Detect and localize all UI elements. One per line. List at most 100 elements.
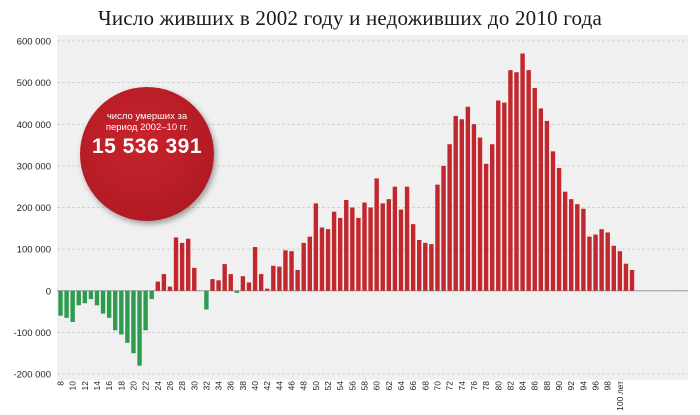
bar (368, 207, 373, 291)
bar (410, 224, 416, 291)
bar (489, 144, 495, 291)
bar (301, 242, 306, 291)
bar (404, 186, 410, 291)
x-tick-label: 80 (493, 381, 503, 391)
bar (344, 200, 349, 291)
x-tick-label: 84 (518, 381, 528, 391)
x-tick-label: 62 (384, 381, 394, 391)
x-tick-label: 24 (153, 381, 163, 391)
chart-title: Число живших в 2002 году и недоживших до… (97, 6, 603, 30)
bar (429, 244, 434, 291)
x-tick-label: 58 (360, 381, 370, 391)
x-tick-label: 82 (505, 381, 515, 391)
bar (483, 163, 489, 291)
x-tick-label: 32 (201, 381, 211, 391)
x-tick-label: 8 (56, 381, 66, 386)
bar (526, 70, 531, 291)
x-tick-label: 48 (299, 381, 309, 391)
bar (265, 288, 270, 291)
x-tick-label: 10 (68, 381, 78, 391)
bar (70, 290, 75, 322)
x-tick-label: 38 (238, 381, 248, 391)
bar (325, 229, 331, 291)
x-tick-label: 40 (250, 381, 260, 391)
x-tick-label: 52 (323, 381, 333, 391)
bar (447, 144, 452, 291)
bar (161, 274, 167, 291)
x-tick-label: 44 (274, 381, 284, 391)
bar (307, 236, 312, 291)
bar (453, 115, 458, 291)
x-tick-label: 36 (226, 381, 236, 391)
total-deaths-badge: число умерших за период 2002–10 гг. 15 5… (80, 87, 214, 221)
bar (605, 232, 610, 291)
bar (356, 217, 361, 291)
x-tick-label: 54 (335, 381, 345, 391)
x-tick-label: 66 (408, 381, 418, 391)
bar (623, 263, 629, 291)
y-tick-label: 400 000 (17, 120, 51, 131)
bar (423, 242, 428, 291)
bar (538, 108, 544, 291)
bar (562, 191, 568, 291)
x-tick-label: 16 (104, 381, 114, 391)
y-tick-label: 500 000 (17, 78, 51, 89)
bar (599, 229, 604, 291)
bar (502, 102, 507, 291)
bar (520, 53, 525, 291)
bar (210, 279, 215, 291)
x-tick-label: 28 (177, 381, 187, 391)
bar (508, 70, 513, 291)
bar (295, 269, 300, 291)
bar (550, 151, 556, 291)
bar (113, 290, 118, 331)
x-tick-label: 64 (396, 381, 406, 391)
y-tick-label: -100 000 (13, 328, 51, 339)
bar (149, 290, 154, 300)
x-tick-label: 76 (469, 381, 479, 391)
x-axis-tick-labels: 8 10 12 14 16 18 20 22 24 26 28 30 32 34 36 38 40 42 44 46 4… (56, 381, 625, 411)
x-tick-label: 68 (420, 381, 430, 391)
bar (544, 120, 550, 291)
x-tick-label: 50 (311, 381, 321, 391)
y-tick-label: 600 000 (17, 37, 51, 48)
x-tick-label: 88 (542, 381, 552, 391)
bar (106, 290, 112, 318)
bar (575, 204, 580, 291)
bar (131, 290, 136, 354)
bar (629, 269, 635, 291)
x-tick-label: 74 (457, 381, 467, 391)
bar (155, 281, 160, 291)
bar (417, 239, 422, 291)
x-tick-label: 92 (566, 381, 576, 391)
y-tick-label: 100 000 (17, 245, 51, 256)
bar (374, 178, 379, 291)
bar (88, 290, 94, 300)
bar (581, 208, 586, 291)
bar (234, 290, 240, 293)
bar (258, 274, 264, 291)
x-tick-label: 12 (80, 381, 90, 391)
badge-value: 15 536 391 (91, 135, 203, 158)
bar (313, 203, 319, 291)
bar (100, 290, 106, 314)
bar (611, 245, 616, 291)
x-tick-label: 56 (347, 381, 357, 391)
bar (556, 167, 562, 291)
bar (173, 237, 179, 291)
bar (587, 236, 592, 291)
x-tick-label: 42 (262, 381, 272, 391)
bar (435, 184, 440, 291)
x-tick-label: 96 (591, 381, 601, 391)
x-tick-label: 60 (372, 381, 382, 391)
bar (137, 290, 142, 366)
y-axis-tick-labels: 600 000 500 000 400 000 300 000 200 000 100 0… (13, 37, 51, 381)
x-tick-label: 78 (481, 381, 491, 391)
bar (593, 234, 598, 291)
x-tick-label: 26 (165, 381, 175, 391)
bar (246, 282, 252, 291)
bar (76, 290, 81, 306)
bar (350, 207, 355, 291)
x-tick-label: 34 (214, 381, 224, 391)
